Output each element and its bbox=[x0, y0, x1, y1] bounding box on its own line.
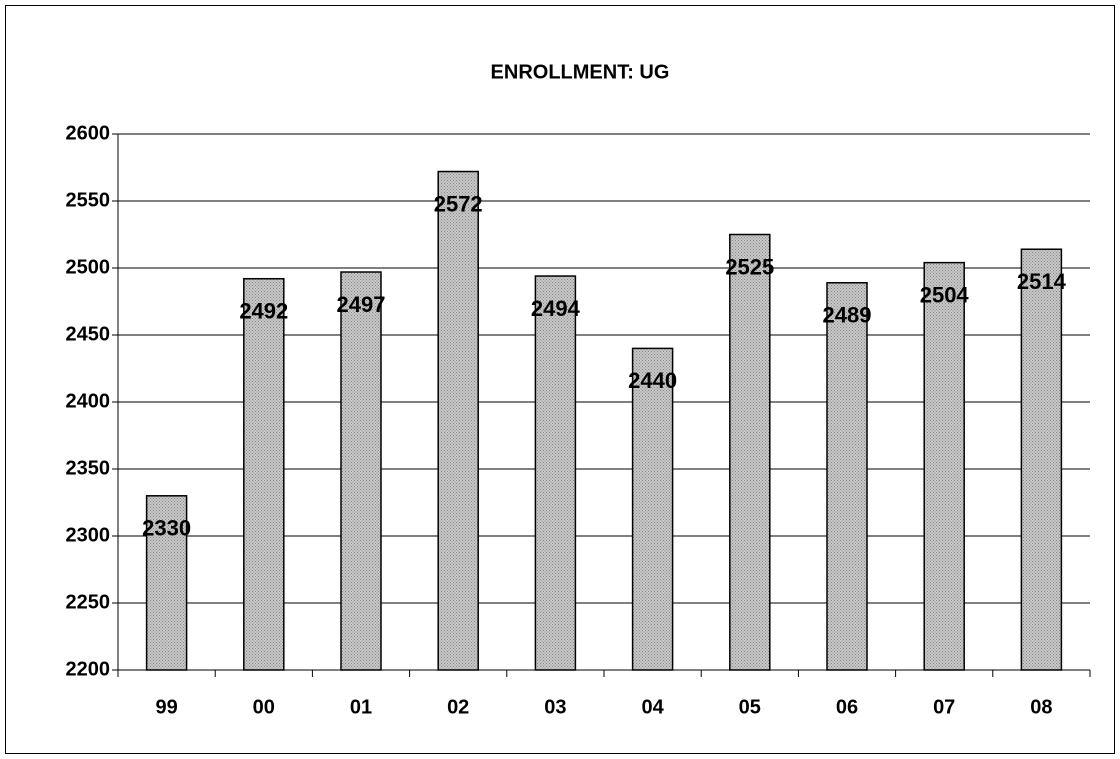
x-tick-label: 05 bbox=[739, 696, 761, 718]
bar bbox=[145, 495, 188, 671]
y-tick-label: 2350 bbox=[66, 457, 111, 479]
chart-title: ENROLLMENT: UG bbox=[491, 61, 670, 83]
bar bbox=[340, 271, 382, 671]
y-tick-label: 2400 bbox=[66, 390, 111, 412]
y-tick-label: 2300 bbox=[66, 524, 111, 546]
data-label: 2330 bbox=[142, 516, 191, 541]
bar bbox=[923, 261, 965, 671]
data-label: 2494 bbox=[531, 296, 581, 321]
y-tick-label: 2550 bbox=[66, 189, 111, 211]
bar bbox=[1020, 248, 1063, 671]
data-label: 2440 bbox=[628, 368, 677, 393]
y-tick-label: 2500 bbox=[66, 256, 111, 278]
data-label: 2514 bbox=[1017, 269, 1067, 294]
x-tick-label: 00 bbox=[253, 696, 275, 718]
x-tick-label: 02 bbox=[447, 696, 469, 718]
bar bbox=[534, 275, 577, 671]
bar bbox=[437, 170, 479, 671]
data-label: 2497 bbox=[337, 292, 386, 317]
y-tick-label: 2200 bbox=[66, 658, 111, 680]
x-tick-label: 01 bbox=[350, 696, 372, 718]
bar bbox=[243, 277, 285, 671]
x-tick-label: 07 bbox=[933, 696, 955, 718]
x-tick-label: 03 bbox=[544, 696, 566, 718]
x-tick-label: 04 bbox=[641, 696, 664, 718]
bar bbox=[729, 233, 771, 671]
bar bbox=[826, 281, 868, 671]
y-tick-label: 2600 bbox=[66, 122, 111, 144]
data-label: 2572 bbox=[434, 191, 483, 216]
data-label: 2489 bbox=[823, 303, 872, 328]
x-tick-label: 99 bbox=[155, 696, 177, 718]
data-label: 2492 bbox=[239, 299, 288, 324]
y-tick-label: 2450 bbox=[66, 323, 111, 345]
x-tick-label: 06 bbox=[836, 696, 858, 718]
y-tick-label: 2250 bbox=[66, 591, 111, 613]
x-tick-label: 08 bbox=[1030, 696, 1052, 718]
bar bbox=[631, 347, 674, 671]
data-label: 2525 bbox=[725, 254, 774, 279]
data-label: 2504 bbox=[920, 282, 970, 307]
